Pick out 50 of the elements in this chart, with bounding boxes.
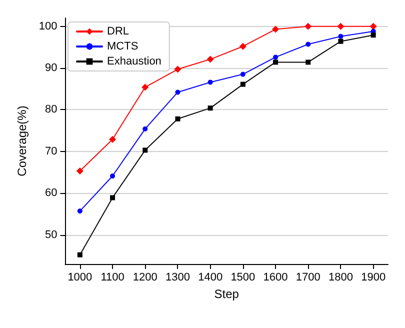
point	[174, 66, 182, 73]
y-tick-label: 50	[45, 228, 58, 241]
legend-label: DRL	[107, 26, 130, 38]
x-tick-label: 1300	[165, 272, 190, 284]
x-tick-label: 1700	[296, 272, 320, 284]
point	[272, 26, 280, 33]
y-tick-label: 60	[45, 187, 58, 200]
y-tick-label: 70	[45, 145, 58, 158]
point	[240, 82, 246, 87]
point	[175, 90, 180, 95]
point	[142, 84, 149, 91]
x-tick-label: 1200	[132, 272, 158, 284]
x-tick-label: 1900	[361, 272, 386, 284]
y-axis-title: Coverage(%)	[15, 106, 29, 176]
point	[206, 56, 214, 63]
legend-label: Exhaustion	[107, 56, 162, 68]
point	[370, 22, 377, 30]
point	[142, 126, 148, 132]
x-tick-label: 1600	[263, 272, 288, 284]
point	[337, 22, 344, 30]
point	[338, 34, 344, 39]
x-tick-label: 1000	[68, 272, 92, 284]
point	[76, 168, 84, 175]
y-tick-label: 100	[38, 20, 58, 32]
point	[240, 72, 246, 77]
point	[239, 42, 246, 50]
y-tick-label: 90	[45, 62, 58, 74]
point	[142, 148, 148, 153]
x-axis-title: Step	[214, 286, 240, 301]
point	[273, 60, 278, 65]
x-tick-label: 1800	[328, 272, 353, 284]
point	[109, 136, 116, 143]
point	[110, 195, 116, 200]
point	[338, 38, 344, 44]
point	[304, 22, 312, 30]
point	[175, 116, 180, 122]
point	[370, 32, 376, 38]
point	[208, 80, 213, 85]
legend-label: MCTS	[107, 40, 138, 52]
point	[110, 174, 116, 179]
point	[208, 106, 213, 111]
point	[77, 252, 82, 258]
point	[306, 60, 311, 65]
point	[77, 208, 82, 214]
x-tick-label: 1100	[100, 272, 124, 284]
y-tick-label: 80	[45, 104, 58, 116]
point	[306, 42, 311, 47]
point	[273, 54, 278, 60]
x-tick-label: 1500	[230, 272, 256, 284]
x-tick-label: 1400	[198, 272, 223, 284]
